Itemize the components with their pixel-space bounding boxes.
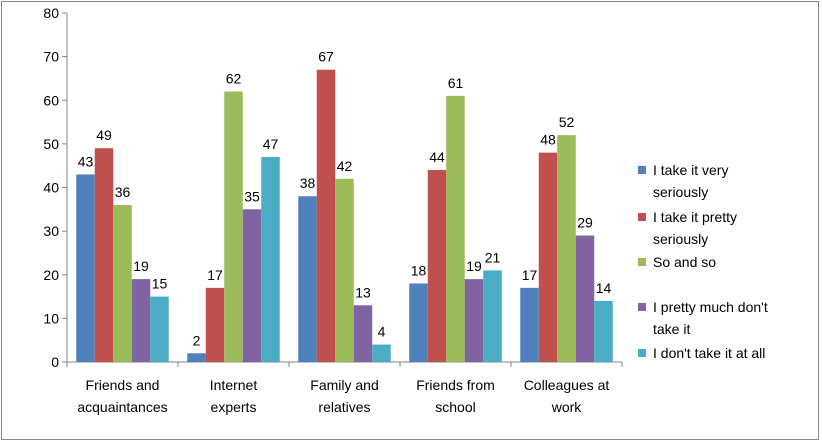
bar: [150, 296, 169, 362]
category-label: Friends and: [86, 377, 160, 393]
bar: [353, 305, 373, 362]
data-label: 61: [448, 75, 464, 91]
bar: [409, 283, 428, 362]
bar: [483, 270, 502, 362]
category-label: relatives: [318, 399, 370, 415]
data-label: 14: [596, 280, 612, 296]
bar: [575, 235, 595, 362]
category-label: Friends from: [416, 377, 495, 393]
legend-swatch: [638, 303, 646, 311]
legend-label: I take it very: [653, 162, 728, 178]
bar: [242, 209, 262, 362]
y-tick-label: 10: [43, 310, 59, 326]
bar: [298, 196, 317, 362]
data-label: 15: [152, 276, 168, 292]
bar: [594, 300, 613, 362]
category-label: experts: [211, 399, 257, 415]
data-label: 48: [540, 132, 556, 148]
y-tick-label: 80: [43, 5, 59, 21]
legend: I take it very seriously I take it pretty s…: [638, 162, 768, 361]
data-label: 19: [466, 258, 482, 274]
bar: [205, 287, 225, 362]
bar: [335, 178, 354, 362]
bar: [316, 69, 336, 363]
bar: [224, 91, 243, 363]
data-label: 18: [411, 262, 427, 278]
data-label: 19: [133, 258, 149, 274]
bar: [427, 170, 447, 362]
bar: [520, 287, 539, 362]
legend-label: seriously: [653, 231, 708, 247]
category-label: school: [435, 399, 475, 415]
data-label: 62: [226, 71, 242, 87]
data-label: 43: [78, 153, 94, 169]
legend-label: take it: [653, 321, 690, 337]
bar: [538, 152, 558, 362]
y-tick-label: 40: [43, 180, 59, 196]
bar: [113, 204, 132, 362]
data-label: 29: [577, 214, 593, 230]
data-label: 42: [337, 158, 353, 174]
data-label: 17: [522, 267, 538, 283]
category-label: acquaintances: [77, 399, 167, 415]
data-labels: 43 2 38 18 17 49 17 67 44 48 36 62 42 61 52 19 35 13 19 29 1…: [78, 49, 612, 349]
y-tick-label: 60: [43, 92, 59, 108]
data-label: 4: [378, 324, 386, 340]
y-tick-label: 50: [43, 136, 59, 152]
category-label: Internet: [210, 377, 258, 393]
bar: [131, 279, 151, 362]
data-label: 67: [318, 49, 334, 65]
data-label: 21: [485, 249, 501, 265]
data-label: 35: [244, 188, 260, 204]
legend-swatch: [638, 349, 646, 357]
bar: [557, 135, 576, 362]
y-tick-label: 30: [43, 223, 59, 239]
bar: [464, 279, 484, 362]
bars: [76, 69, 613, 363]
category-labels: Friends and acquaintances Internet experts F…: [77, 377, 609, 415]
category-label: work: [551, 399, 583, 415]
data-label: 38: [300, 175, 316, 191]
bar: [187, 353, 206, 362]
data-label: 49: [96, 127, 112, 143]
legend-label: I pretty much don't: [653, 299, 768, 315]
category-label: Colleagues at: [524, 377, 610, 393]
bar: [94, 148, 114, 362]
y-tick-label: 0: [51, 354, 59, 370]
legend-swatch: [638, 258, 646, 266]
legend-swatch: [638, 213, 646, 221]
legend-swatch: [638, 166, 646, 174]
legend-label: I don't take it at all: [653, 345, 765, 361]
data-label: 13: [355, 284, 371, 300]
legend-label: So and so: [653, 254, 716, 270]
bar: [446, 95, 465, 362]
y-tick-label: 70: [43, 49, 59, 65]
bar: [76, 174, 95, 362]
category-label: Family and: [310, 377, 378, 393]
data-label: 17: [207, 267, 223, 283]
y-tick-label: 20: [43, 267, 59, 283]
data-label: 52: [559, 114, 575, 130]
legend-label: seriously: [653, 184, 708, 200]
data-label: 2: [193, 332, 201, 348]
data-label: 36: [115, 184, 131, 200]
legend-label: I take it pretty: [653, 209, 737, 225]
data-label: 44: [429, 149, 445, 165]
data-label: 47: [263, 136, 279, 152]
bar: [372, 344, 391, 362]
bar: [261, 156, 280, 362]
